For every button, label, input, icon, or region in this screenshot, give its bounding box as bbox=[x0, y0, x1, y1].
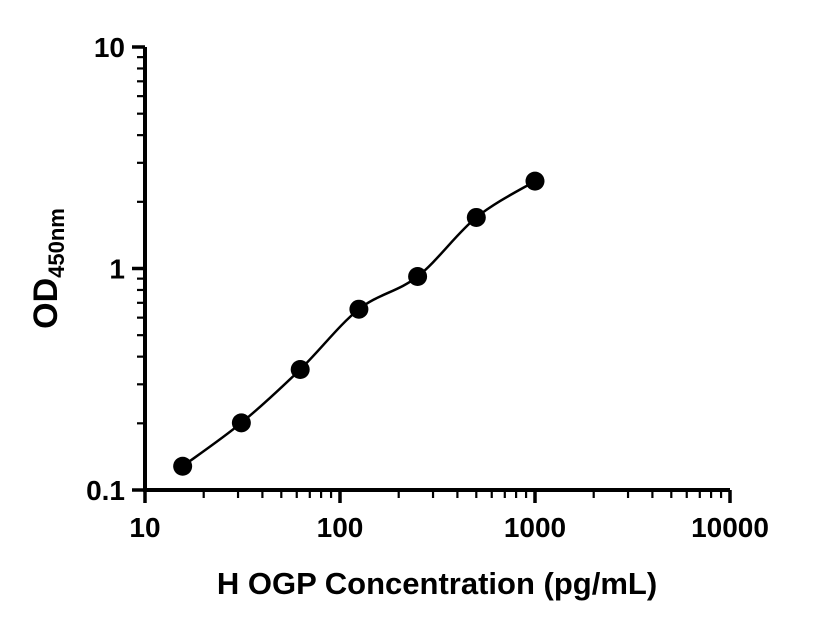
data-point bbox=[525, 171, 545, 191]
series bbox=[173, 171, 545, 476]
y-tick-label: 10 bbox=[94, 32, 125, 63]
y-title-main: OD bbox=[27, 278, 65, 329]
ticks bbox=[132, 45, 732, 503]
data-point bbox=[290, 359, 310, 379]
data-point bbox=[349, 299, 369, 319]
y-tick-label: 1 bbox=[109, 254, 125, 285]
data-point bbox=[173, 456, 193, 476]
y-axis-title: OD450nm bbox=[27, 208, 69, 329]
x-tick-label: 10 bbox=[129, 512, 160, 543]
data-point bbox=[231, 413, 251, 433]
x-tick-label: 100 bbox=[317, 512, 364, 543]
y-title-subscript: 450nm bbox=[44, 208, 69, 278]
x-tick-label: 10000 bbox=[691, 512, 769, 543]
x-tick-label: 1000 bbox=[504, 512, 566, 543]
x-axis-title: H OGP Concentration (pg/mL) bbox=[217, 566, 657, 601]
data-point bbox=[408, 267, 428, 287]
data-point bbox=[466, 207, 486, 227]
tick-labels: 10 100 1000 10000 0.1 1 10 bbox=[86, 32, 769, 543]
y-axis-title-text: OD450nm bbox=[27, 208, 69, 329]
y-tick-label: 0.1 bbox=[86, 475, 125, 506]
